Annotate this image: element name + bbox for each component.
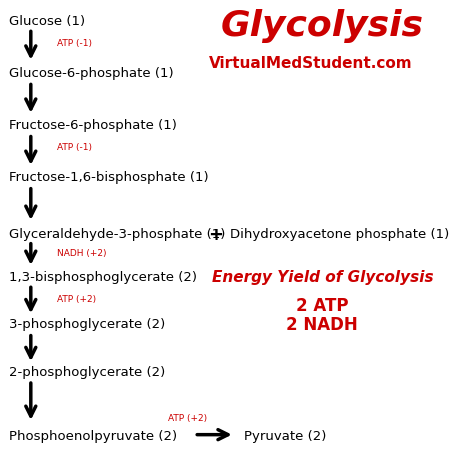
Text: Energy Yield of Glycolysis: Energy Yield of Glycolysis [211, 270, 433, 285]
Text: Glucose (1): Glucose (1) [9, 15, 86, 28]
Text: Glucose-6-phosphate (1): Glucose-6-phosphate (1) [9, 67, 174, 80]
Text: +: + [208, 226, 223, 244]
Text: Fructose-6-phosphate (1): Fructose-6-phosphate (1) [9, 119, 177, 132]
Text: NADH (+2): NADH (+2) [57, 249, 106, 258]
Text: ATP (-1): ATP (-1) [57, 144, 92, 152]
Text: Fructose-1,6-bisphosphate (1): Fructose-1,6-bisphosphate (1) [9, 171, 209, 184]
Text: 3-phosphoglycerate (2): 3-phosphoglycerate (2) [9, 318, 166, 331]
Text: Pyruvate (2): Pyruvate (2) [244, 429, 327, 443]
Text: VirtualMedStudent.com: VirtualMedStudent.com [209, 56, 412, 72]
Text: 1,3-bisphosphoglycerate (2): 1,3-bisphosphoglycerate (2) [9, 271, 198, 284]
Text: 2-phosphoglycerate (2): 2-phosphoglycerate (2) [9, 365, 166, 379]
Text: ATP (-1): ATP (-1) [57, 39, 92, 48]
Text: Glycolysis: Glycolysis [221, 9, 424, 43]
Text: 2 NADH: 2 NADH [286, 316, 358, 334]
Text: Phosphoenolpyruvate (2): Phosphoenolpyruvate (2) [9, 429, 178, 443]
Text: 2 ATP: 2 ATP [296, 297, 348, 315]
Text: ATP (+2): ATP (+2) [57, 295, 96, 304]
Text: ATP (+2): ATP (+2) [168, 414, 208, 422]
Text: Dihydroxyacetone phosphate (1): Dihydroxyacetone phosphate (1) [230, 228, 449, 241]
Text: Glyceraldehyde-3-phosphate (1): Glyceraldehyde-3-phosphate (1) [9, 228, 226, 241]
